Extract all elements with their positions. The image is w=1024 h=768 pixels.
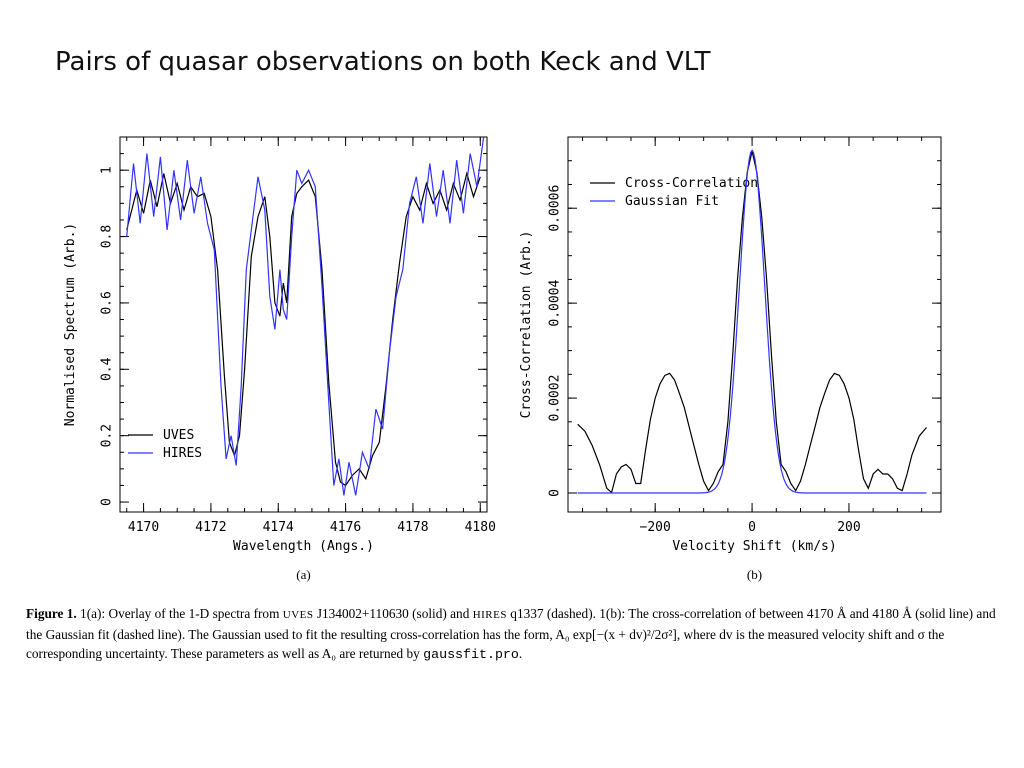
slide-title: Pairs of quasar observations on both Kec… (55, 47, 711, 77)
chart0-y-tick-label: 0.6 (100, 291, 115, 314)
chart0-y-tick-label: 0.2 (100, 424, 115, 447)
chart0-series-line-uves (126, 171, 481, 487)
chart1-y-tick-label: 0 (548, 489, 563, 497)
chart0-panel-label: (a) (296, 567, 310, 582)
chart1-legend-label: Cross-Correlation (625, 176, 758, 191)
chart1-y-axis-title: Cross-Correlation (Arb.) (519, 231, 534, 419)
chart0-x-tick-label: 4178 (397, 520, 428, 535)
chart1-plot-frame (567, 136, 942, 513)
chart0-y-axis-title: Normalised Spectrum (Arb.) (63, 223, 78, 427)
chart0-plot-frame (119, 136, 488, 513)
chart0-y-tick-label: 0 (100, 498, 115, 506)
chart0-series-line-hires (126, 137, 485, 496)
caption-uves: UVES (282, 609, 314, 621)
chart0-x-tick-label: 4174 (263, 520, 294, 535)
caption-code: gaussfit.pro (423, 647, 519, 662)
chart1-y-tick-label: 0.0002 (548, 375, 563, 422)
chart1-series-line-cross-correlation (577, 151, 927, 494)
caption-text-2: J134002+110630 (solid) and (313, 606, 473, 621)
chart1-x-tick-label: 200 (837, 520, 860, 535)
chart1-y-tick-label: 0.0004 (548, 279, 563, 326)
chart-panel-a: 4170 4172 4174 4176 4178 4180 0 0.2 0.4 0.6 0.8 1 Wa… (63, 136, 496, 582)
caption-text-3: q1337 (dashed). 1(b): The cross-correlat… (26, 606, 996, 661)
chart1-x-tick-label: 0 (748, 520, 756, 535)
caption-text-4: . (518, 646, 523, 661)
chart0-y-tick-label: 0.8 (100, 225, 115, 248)
chart1-x-axis-title: Velocity Shift (km/s) (672, 539, 836, 554)
chart0-y-tick-label: 1 (100, 166, 115, 174)
chart1-y-tick-label: 0.0006 (548, 185, 563, 232)
chart1-series-line-gaussian-fit (577, 149, 927, 494)
chart0-legend-label: HIRES (163, 446, 202, 461)
chart0-x-tick-label: 4176 (330, 520, 361, 535)
caption-text-1: 1(a): Overlay of the 1-D spectra from (76, 606, 283, 621)
chart0-x-tick-label: 4172 (195, 520, 226, 535)
figure-caption: Figure 1. 1(a): Overlay of the 1-D spect… (26, 604, 1008, 664)
chart0-x-tick-label: 4170 (128, 520, 159, 535)
chart1-x-tick-label: −200 (640, 520, 671, 535)
chart-panel-b: −200 0 200 0 0.0002 0.0004 0.0006 Velocity Shif… (519, 136, 942, 582)
chart1-legend-label: Gaussian Fit (625, 194, 719, 209)
chart1-panel-label: (b) (747, 567, 762, 582)
caption-label: Figure 1. (26, 606, 77, 621)
chart0-y-tick-label: 0.4 (100, 357, 115, 381)
chart0-x-axis-title: Wavelength (Angs.) (233, 539, 374, 554)
chart0-x-tick-label: 4180 (465, 520, 496, 535)
chart0-legend-label: UVES (163, 428, 194, 443)
figure: 4170 4172 4174 4176 4178 4180 0 0.2 0.4 0.6 0.8 1 Wa… (63, 136, 942, 582)
caption-hires: HIRES (472, 609, 507, 621)
